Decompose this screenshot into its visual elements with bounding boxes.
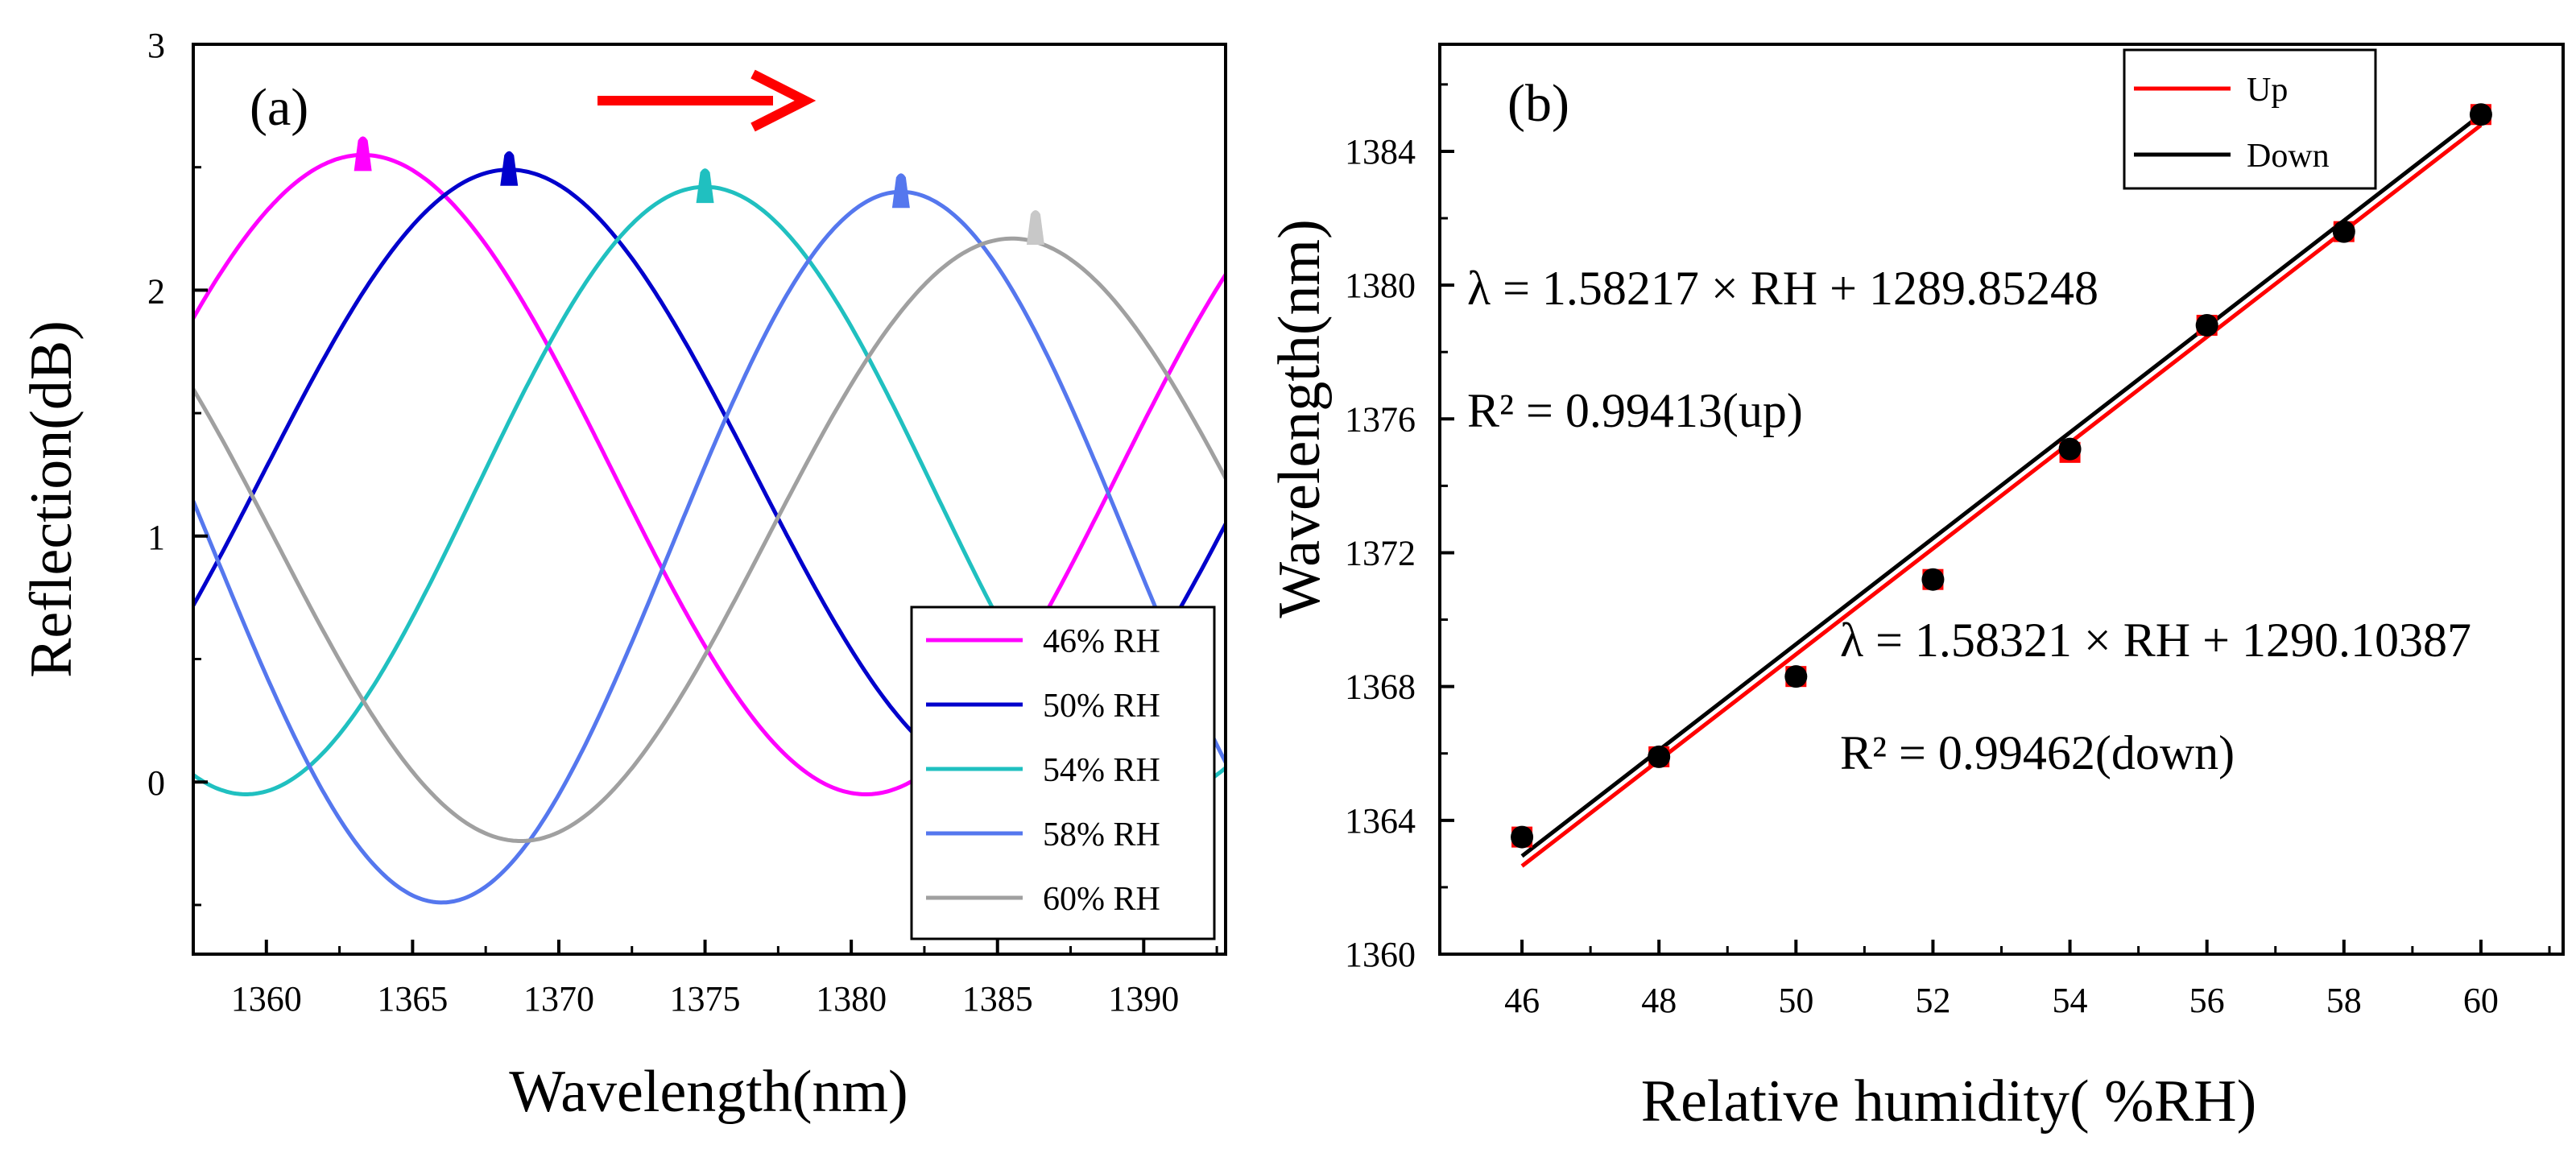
x-tick-label: 1360 [231,979,302,1019]
legend-label: 60% RH [1043,881,1160,918]
peak-marker-2 [500,151,519,186]
panel-a-x-ticks: 1360 1365 1370 1375 1380 1385 1390 [231,940,1218,1019]
x-tick-label: 1365 [377,979,448,1019]
x-tick-label: 1370 [523,979,594,1019]
x-tick-label: 1380 [816,979,887,1019]
x-tick-label: 46 [1504,981,1540,1020]
legend-label: 58% RH [1043,816,1160,853]
panel-b-data-points [1511,103,2492,849]
x-tick-label: 52 [1915,981,1950,1020]
point-down [1921,568,1945,591]
panel-b-legend: Up Down [2123,48,2377,190]
panel-a-y-ticks: 0 1 2 3 [147,26,208,907]
peak-marker-3 [696,168,714,204]
y-tick-label: 0 [147,763,165,803]
up-fit-equation: λ = 1.58217 × RH + 1289.85248 [1467,262,2098,315]
point-down [2469,103,2492,126]
panel-b-x-ticks: 46 48 50 52 54 56 58 60 [1504,940,2551,1020]
y-tick-label: 1380 [1345,266,1416,305]
legend-item-down: Down [2134,138,2330,175]
y-tick-label: 1364 [1345,801,1416,841]
x-tick-label: 48 [1641,981,1677,1020]
point-down [1648,745,1671,768]
down-fit-equation: λ = 1.58321 × RH + 1290.10387 [1840,614,2471,667]
legend-item-60-rh: 60% RH [926,881,1160,918]
down-r2-label: R² = 0.99462(down) [1840,726,2235,779]
panel-a-label: (a) [250,78,308,137]
x-tick-label: 56 [2189,981,2225,1020]
x-tick-label: 50 [1778,981,1813,1020]
legend-label: Down [2247,138,2330,175]
panel-b-label: (b) [1507,74,1569,133]
panel-a-x-axis-title: Wavelength(nm) [509,1059,908,1125]
y-tick-label: 3 [147,26,165,65]
legend-label: 46% RH [1043,623,1160,660]
y-tick-label: 2 [147,271,165,311]
y-tick-label: 1 [147,518,165,557]
panel-a: 1360 1365 1370 1375 1380 1385 1390 0 1 2 3 (a) 46… [19,26,1227,1125]
panel-a-y-axis-title: Reflection(dB) [19,320,85,678]
panel-a-peak-markers [354,136,1044,246]
peak-marker-5 [1026,210,1044,246]
y-tick-label: 1372 [1345,533,1416,572]
legend-item-46-rh: 46% RH [926,623,1160,660]
point-down [2332,220,2355,243]
panel-b-fit-lines [1520,113,2483,868]
peak-marker-4 [891,173,910,209]
panel-a-legend-box [910,605,1216,940]
panel-b-legend-box [2123,48,2377,190]
point-down [1511,825,1534,849]
point-down [2058,437,2082,461]
x-tick-label: 1375 [670,979,741,1019]
panel-a-plot-frame [192,43,1227,956]
curve-60-rh [193,236,1226,843]
point-down [1784,665,1808,688]
x-tick-label: 58 [2326,981,2362,1020]
curve-58-rh [193,189,1226,905]
panel-a-legend: 46% RH 50% RH 54% RH 58% RH 60% RH [910,605,1216,940]
legend-item-up: Up [2134,72,2288,109]
shift-arrow [597,69,817,132]
legend-label: Up [2247,72,2288,109]
legend-item-54-rh: 54% RH [926,752,1160,789]
x-tick-label: 1385 [962,979,1033,1019]
y-tick-label: 1384 [1345,132,1416,172]
panel-b-x-axis-title: Relative humidity( %RH) [1641,1068,2257,1135]
peak-marker-1 [354,136,372,172]
legend-label: 54% RH [1043,752,1160,789]
panel-b-y-axis-title: Wavelength(nm) [1267,219,1333,618]
fit-line-up [1520,123,2483,868]
x-tick-label: 54 [2053,981,2088,1020]
y-tick-label: 1368 [1345,667,1416,707]
y-tick-label: 1360 [1345,935,1416,974]
legend-item-58-rh: 58% RH [926,816,1160,853]
legend-label: 50% RH [1043,688,1160,725]
up-r2-label: R² = 0.99413(up) [1467,384,1803,437]
shift-arrow-head [750,69,817,132]
fit-line-down [1520,113,2483,858]
point-down [2195,313,2218,337]
x-tick-label: 1390 [1108,979,1179,1019]
legend-item-50-rh: 50% RH [926,688,1160,725]
x-tick-label: 60 [2463,981,2499,1020]
y-tick-label: 1376 [1345,399,1416,439]
panel-b: 46 48 50 52 54 56 58 60 1360 1364 1368 1372 1376 138… [1267,43,2565,1135]
panel-b-y-ticks: 1360 1364 1368 1372 1376 1380 1384 [1345,83,1454,974]
